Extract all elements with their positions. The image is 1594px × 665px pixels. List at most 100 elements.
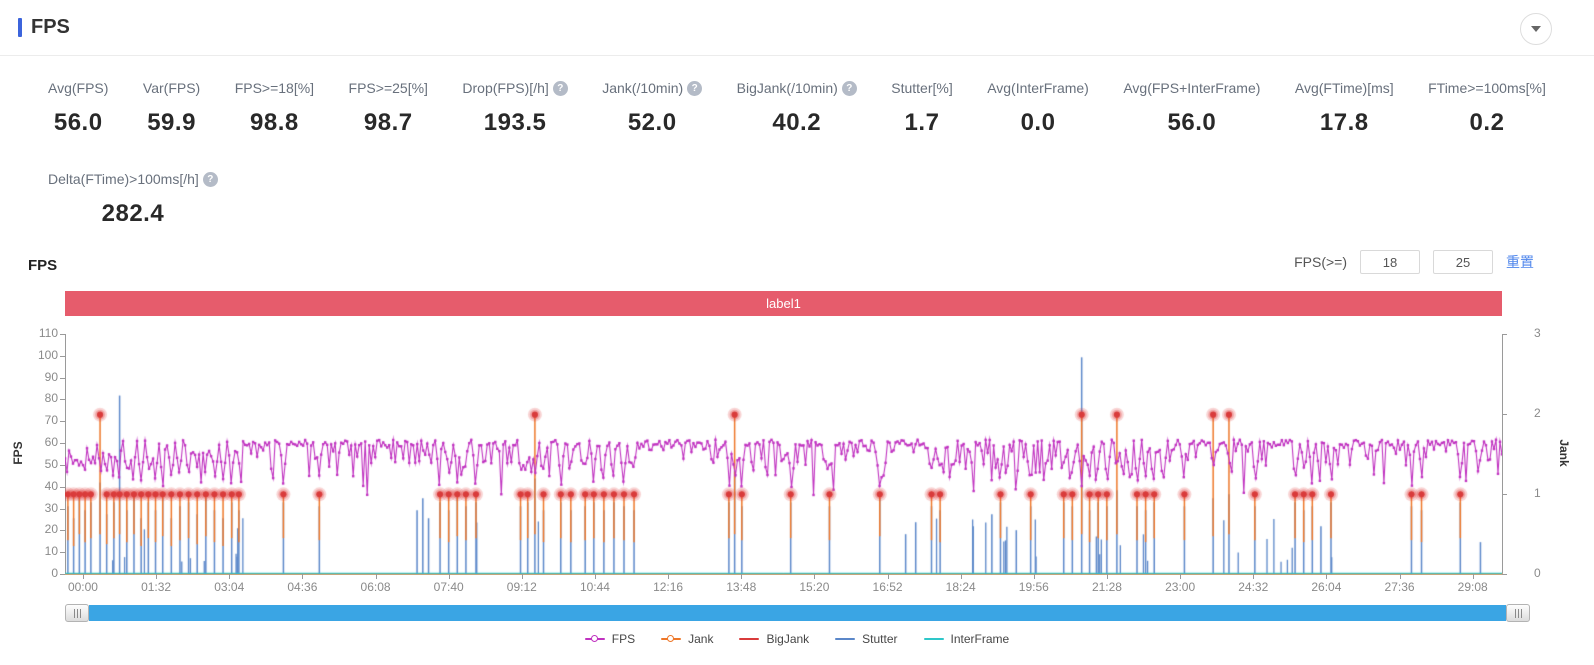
y-axis-tick (60, 421, 65, 423)
fps-max-input[interactable] (1433, 250, 1493, 274)
x-axis-tick (887, 574, 889, 579)
x-axis-tick-label: 06:08 (360, 580, 391, 594)
y-axis-tick-label: 1 (1534, 486, 1541, 500)
stat-item: Avg(FPS+InterFrame) ? 56.0 (1123, 80, 1260, 137)
datazoom-left-handle[interactable] (65, 604, 89, 622)
stat-value: 59.9 (147, 109, 196, 136)
y-axis-tick (1502, 494, 1507, 495)
y-axis-tick-label: 20 (44, 522, 58, 537)
stat-value: 282.4 (101, 200, 165, 227)
stat-item: FPS>=25[%] ? 98.7 (349, 80, 428, 137)
y-axis-tick (1502, 574, 1507, 575)
x-axis-tick (1180, 574, 1182, 579)
stat-item: Avg(FPS) ? 56.0 (48, 80, 108, 137)
x-axis-tick (521, 574, 523, 579)
fps-axis-name: FPS (11, 441, 25, 465)
x-axis-tick-label: 23:00 (1165, 580, 1196, 594)
help-icon[interactable]: ? (202, 171, 218, 187)
y-axis-tick (60, 334, 65, 335)
x-axis-tick-label: 12:16 (653, 580, 684, 594)
stat-label: Avg(FTime)[ms] (1294, 80, 1394, 96)
x-axis-tick-label: 09:12 (506, 580, 537, 594)
y-axis-tick (60, 464, 65, 466)
collapse-button[interactable] (1520, 13, 1552, 45)
reset-button[interactable]: 重置 (1506, 254, 1534, 270)
legend-label: Jank (688, 632, 714, 646)
stat-label: FTime>=100ms[%] (1428, 80, 1546, 96)
legend-item-jank[interactable]: Jank (661, 632, 713, 646)
help-icon[interactable]: ? (687, 80, 703, 96)
x-axis-tick (156, 574, 158, 579)
datazoom-fill[interactable] (89, 605, 1506, 621)
chart-section-title: FPS (28, 256, 58, 274)
legend-marker-dot (665, 633, 676, 644)
stat-item: FPS>=18[%] ? 98.8 (235, 80, 314, 137)
stat-value: 0.0 (1020, 109, 1056, 136)
x-axis-tick-label: 19:56 (1018, 580, 1049, 594)
help-icon[interactable]: ? (552, 80, 568, 96)
stat-value: 1.7 (904, 109, 940, 136)
x-axis-tick (302, 574, 304, 579)
fps-threshold-filter: FPS(>=) 重置 (1294, 250, 1534, 274)
y-axis-tick (60, 552, 65, 554)
help-icon[interactable]: ? (841, 80, 857, 96)
y-axis-tick (60, 508, 65, 510)
fps-min-input[interactable] (1360, 250, 1420, 274)
stat-value: 52.0 (627, 109, 677, 136)
y-axis-tick-label: 60 (44, 435, 58, 450)
stat-label: Stutter[%] (891, 80, 953, 96)
legend-label: FPS (611, 632, 636, 646)
y-axis-tick (1502, 414, 1507, 415)
chart-area: label1 FPS Jank FPS Jank BigJank Stutter Int… (0, 286, 1594, 658)
stat-item: Var(FPS) ? 59.9 (143, 80, 200, 137)
y-axis-tick-label: 10 (44, 544, 58, 559)
legend-item-fps[interactable]: FPS (584, 632, 636, 646)
y-axis-tick-label: 50 (44, 456, 58, 471)
x-axis-tick (1399, 574, 1401, 579)
y-axis-tick-label: 30 (44, 500, 58, 515)
legend-label: InterFrame (950, 632, 1010, 646)
chart-header: FPS FPS(>=) 重置 (0, 250, 1594, 280)
legend-item-stutter[interactable]: Stutter (835, 632, 898, 646)
x-axis-tick-label: 13:48 (726, 580, 757, 594)
stat-item: FTime>=100ms[%] ? 0.2 (1428, 80, 1546, 137)
y-axis-tick (60, 574, 65, 575)
panel-title: FPS (31, 16, 70, 38)
y-axis-tick (60, 486, 65, 488)
y-axis-tick-label: 100 (37, 347, 58, 362)
legend-item-interframe[interactable]: InterFrame (923, 632, 1010, 646)
stat-item: Stutter[%] ? 1.7 (891, 80, 952, 137)
accent-bar (18, 18, 22, 37)
y-axis-tick (60, 399, 65, 401)
stat-label: Var(FPS) (142, 80, 201, 96)
stat-value: 0.2 (1469, 109, 1505, 136)
datazoom-right-handle[interactable] (1506, 604, 1530, 622)
legend-marker-dot (589, 633, 600, 644)
x-axis-tick-label: 16:52 (872, 580, 903, 594)
x-axis-tick-label: 21:28 (1091, 580, 1122, 594)
stat-label: Avg(FPS+InterFrame) (1123, 80, 1261, 96)
y-axis-tick (1502, 334, 1507, 335)
x-axis-tick-label: 10:44 (579, 580, 610, 594)
stat-value: 40.2 (772, 109, 822, 136)
jank-axis-name: Jank (1557, 439, 1571, 467)
legend-item-bigjank[interactable]: BigJank (739, 632, 809, 646)
x-axis-tick-label: 27:36 (1384, 580, 1415, 594)
x-axis-tick (1253, 574, 1255, 579)
x-axis-tick-label: 03:04 (214, 580, 245, 594)
stat-value: 98.7 (363, 109, 413, 136)
fps-chart-canvas[interactable] (65, 334, 1502, 574)
legend: FPS Jank BigJank Stutter InterFrame (0, 632, 1594, 646)
stat-item: Avg(InterFrame) ? 0.0 (987, 80, 1089, 137)
stat-value: 98.8 (250, 109, 299, 136)
legend-marker (584, 633, 605, 644)
stats-row-primary: Avg(FPS) ? 56.0 Var(FPS) ? 59.9 FPS>=18[… (0, 80, 1594, 137)
y-axis-tick (60, 530, 65, 532)
stat-item: Avg(FTime)[ms] ? 17.8 (1295, 80, 1394, 137)
stat-value: 17.8 (1319, 109, 1369, 136)
x-axis-tick (448, 574, 450, 579)
legend-marker (739, 638, 760, 640)
stat-item: Jank(/10min) ? 52.0 (602, 80, 703, 137)
x-axis-tick-label: 26:04 (1311, 580, 1342, 594)
